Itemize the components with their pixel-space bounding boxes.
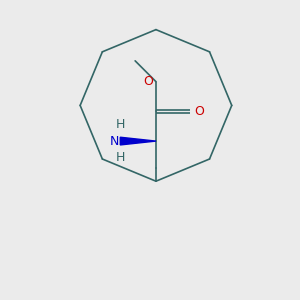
Polygon shape bbox=[120, 137, 156, 145]
Text: O: O bbox=[144, 75, 154, 88]
Text: H: H bbox=[116, 118, 125, 131]
Text: N: N bbox=[110, 135, 119, 148]
Text: O: O bbox=[194, 105, 204, 118]
Text: H: H bbox=[116, 151, 125, 164]
